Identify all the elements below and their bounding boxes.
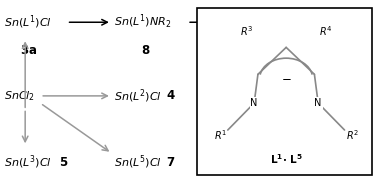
Text: N: N bbox=[251, 98, 258, 108]
Text: N: N bbox=[314, 98, 322, 108]
Text: $-$: $-$ bbox=[281, 71, 291, 84]
Text: $Sn(L^1)NR_2$: $Sn(L^1)NR_2$ bbox=[114, 13, 171, 31]
Bar bbox=[197, 8, 372, 175]
Text: $\bf{7}$: $\bf{7}$ bbox=[166, 156, 176, 169]
Text: $\bf{L^1}$$\bf{\cdot}$ $\bf{L^5}$: $\bf{L^1}$$\bf{\cdot}$ $\bf{L^5}$ bbox=[270, 152, 302, 166]
Text: $R^3$: $R^3$ bbox=[240, 24, 253, 38]
Text: $R^4$: $R^4$ bbox=[319, 24, 333, 38]
Text: $Sn(=\!S)(L^1)NR_2$: $Sn(=\!S)(L^1)NR_2$ bbox=[212, 13, 296, 31]
Text: $\bf{5}$: $\bf{5}$ bbox=[59, 156, 68, 169]
Text: $Sn(L^3)Cl$: $Sn(L^3)Cl$ bbox=[5, 153, 52, 171]
Text: $SnCl_2$: $SnCl_2$ bbox=[5, 89, 36, 103]
Text: $R^2$: $R^2$ bbox=[345, 129, 359, 142]
Text: $\bf{11}$: $\bf{11}$ bbox=[246, 45, 264, 58]
Text: $\bf{3a}$: $\bf{3a}$ bbox=[20, 45, 37, 58]
Text: $R^1$: $R^1$ bbox=[214, 129, 227, 142]
Text: $Sn(L^1)Cl$: $Sn(L^1)Cl$ bbox=[5, 13, 52, 31]
Text: $\bf{8}$: $\bf{8}$ bbox=[141, 45, 150, 58]
Text: $\bf{4}$: $\bf{4}$ bbox=[166, 89, 176, 102]
Text: $Sn(L^5)Cl$: $Sn(L^5)Cl$ bbox=[114, 153, 161, 171]
Text: $Sn(L^2)Cl$: $Sn(L^2)Cl$ bbox=[114, 87, 161, 105]
